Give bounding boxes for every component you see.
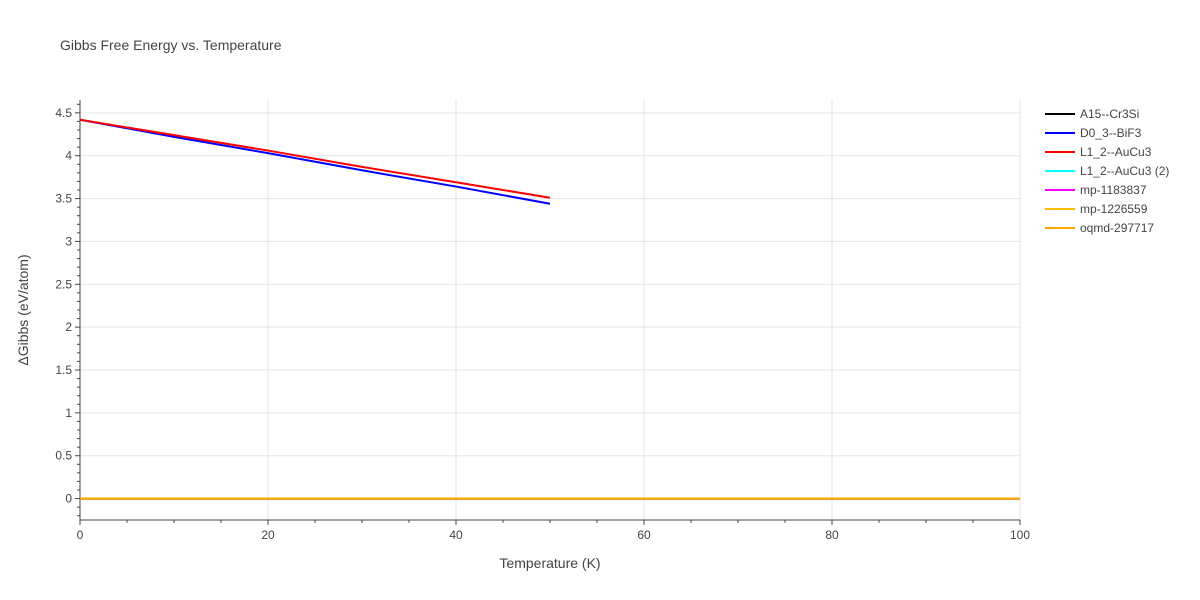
- y-tick-label: 0: [65, 492, 72, 506]
- legend-label: A15--Cr3Si: [1080, 107, 1139, 121]
- chart-title: Gibbs Free Energy vs. Temperature: [60, 37, 282, 53]
- x-tick-label: 40: [449, 528, 463, 542]
- y-tick-label: 1.5: [55, 363, 72, 377]
- y-tick-label: 0.5: [55, 449, 72, 463]
- y-tick-label: 4: [65, 149, 72, 163]
- grid: [79, 100, 1021, 520]
- legend-item[interactable]: oqmd-297717: [1045, 221, 1154, 235]
- legend-item[interactable]: D0_3--BiF3: [1045, 126, 1142, 140]
- y-tick-label: 3: [65, 234, 72, 248]
- y-tick-label: 3.5: [55, 192, 72, 206]
- y-tick-label: 2.5: [55, 277, 72, 291]
- legend-label: L1_2--AuCu3: [1080, 145, 1152, 159]
- y-axis-title: ΔGibbs (eV/atom): [15, 254, 31, 365]
- y-tick-label: 2: [65, 320, 72, 334]
- legend-label: L1_2--AuCu3 (2): [1080, 164, 1169, 178]
- axes: 0 0.5 1 1.5 2 2.5 3 3.5 4 4.5 0 20 40 60 80 100: [55, 100, 1030, 542]
- x-tick-label: 20: [261, 528, 275, 542]
- legend-item[interactable]: A15--Cr3Si: [1045, 107, 1139, 121]
- legend-item[interactable]: mp-1183837: [1045, 183, 1147, 197]
- legend-item[interactable]: mp-1226559: [1045, 202, 1148, 216]
- x-tick-label: 100: [1010, 528, 1030, 542]
- series-line: [79, 118, 551, 199]
- legend-item[interactable]: L1_2--AuCu3 (2): [1045, 164, 1169, 178]
- y-tick-label: 1: [65, 406, 72, 420]
- x-tick-label: 60: [637, 528, 651, 542]
- series-lines: [79, 118, 1020, 500]
- legend-label: mp-1183837: [1080, 183, 1147, 197]
- series-line: [79, 118, 551, 205]
- legend[interactable]: A15--Cr3Si D0_3--BiF3 L1_2--AuCu3 L1_2--AuC…: [1045, 107, 1169, 235]
- y-tick-label: 4.5: [55, 106, 72, 120]
- legend-item[interactable]: L1_2--AuCu3: [1045, 145, 1152, 159]
- legend-label: mp-1226559: [1080, 202, 1148, 216]
- x-axis-title: Temperature (K): [499, 555, 600, 571]
- x-tick-label: 0: [77, 528, 84, 542]
- legend-label: oqmd-297717: [1080, 221, 1154, 235]
- x-tick-label: 80: [825, 528, 839, 542]
- legend-label: D0_3--BiF3: [1080, 126, 1142, 140]
